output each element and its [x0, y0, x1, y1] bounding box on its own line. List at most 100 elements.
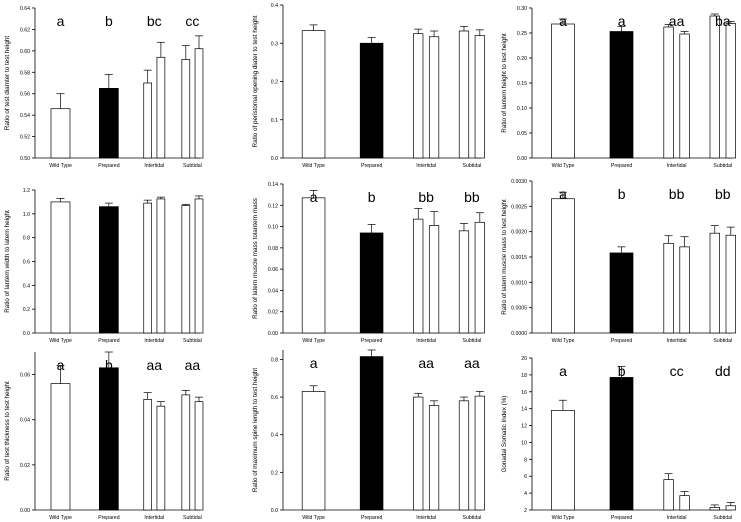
x-category-label: Wild Type [302, 515, 325, 521]
x-category-label: Wild Type [49, 163, 72, 169]
y-tick-label: 0.00 [517, 156, 527, 162]
y-tick-label: 0.0005 [511, 306, 527, 312]
bar-subtidal [181, 205, 191, 334]
y-tick-label: 0.54 [20, 113, 30, 119]
chart-panel-9: 2 4 6 8 10 12 14 16 18 20 Gonadal Somatic Index (%… [501, 356, 736, 521]
y-tick-label: 0.04 [268, 288, 278, 294]
y-tick-label: 0.50 [20, 156, 30, 162]
y-tick-label: 0.30 [517, 6, 527, 12]
chart-panel-6: 0.0000 0.0005 0.0010 0.0015 0.0020 0.0025 0.00… [501, 179, 736, 344]
y-tick-label: 0.58 [20, 70, 30, 76]
y-tick-label: 12 [521, 424, 527, 430]
y-tick-label: 0.02 [20, 463, 30, 469]
x-category-label: Wild Type [302, 338, 325, 344]
x-category-label: Prepared [611, 338, 632, 344]
significance-letter: cc [185, 13, 199, 29]
significance-letter: b [105, 13, 113, 29]
y-tick-label: 0.64 [20, 6, 30, 12]
bar-prepared [98, 88, 119, 159]
y-axis-label: Ratio of test diamter to test height [4, 36, 11, 130]
significance-letter: aa [464, 355, 480, 371]
bar-wild-type [301, 197, 326, 334]
x-category-label: Intertidal [144, 515, 164, 521]
bar-intertidal [143, 82, 153, 159]
x-category-label: Wild Type [49, 515, 72, 521]
bar-subtidal [725, 23, 736, 159]
bar-subtidal [709, 507, 720, 511]
x-category-label: Wild Type [552, 163, 575, 169]
bar-wild-type [50, 383, 71, 511]
significance-letter: bb [715, 186, 731, 202]
bar-intertidal [428, 405, 440, 511]
y-tick-label: 0.20 [517, 56, 527, 62]
y-tick-label: 0.60 [20, 49, 30, 55]
significance-letter: b [368, 189, 376, 205]
bar-subtidal [474, 35, 485, 159]
bar-subtidal [458, 400, 470, 511]
bar-subtidal [474, 395, 485, 511]
x-category-label: Subtidal [713, 515, 732, 521]
y-tick-label: 20 [521, 356, 527, 362]
x-category-label: Subtidal [183, 163, 202, 169]
x-category-label: Subtidal [713, 163, 732, 169]
x-category-label: Prepared [611, 163, 632, 169]
y-tick-label: 0.25 [517, 31, 527, 37]
significance-letter: a [310, 355, 318, 371]
x-category-label: Prepared [361, 515, 382, 521]
significance-letter: ba [715, 13, 731, 29]
bar-intertidal [663, 26, 674, 159]
bar-wild-type [301, 30, 326, 159]
bar-intertidal [663, 479, 674, 511]
y-tick-label: 0.0020 [511, 230, 527, 236]
bar-prepared [359, 42, 384, 159]
bar-subtidal [194, 198, 204, 334]
bar-subtidal [458, 30, 470, 159]
x-category-label: Wild Type [49, 338, 72, 344]
x-category-label: Intertidal [416, 338, 436, 344]
y-tick-label: 0.8 [271, 357, 278, 363]
bar-prepared [609, 252, 634, 334]
significance-letter: aa [418, 355, 434, 371]
y-tick-label: 6 [524, 474, 527, 480]
y-tick-label: 0.0 [271, 508, 278, 514]
significance-letter: a [559, 186, 567, 202]
y-tick-label: 0.8 [23, 236, 30, 242]
significance-letter: aa [147, 357, 163, 373]
bar-prepared [98, 206, 119, 334]
y-tick-label: 0.0010 [511, 280, 527, 286]
chart-panel-5: 0.00 0.02 0.04 0.06 0.08 0.10 0.12 0.14 Ratio of… [252, 182, 485, 344]
y-tick-label: 0.0030 [511, 179, 527, 185]
bar-intertidal [663, 242, 674, 334]
bar-subtidal [709, 232, 720, 334]
y-tick-label: 16 [521, 390, 527, 396]
y-tick-label: 0.4 [271, 3, 278, 9]
bar-intertidal [156, 405, 166, 511]
y-tick-label: 0.00 [268, 331, 278, 337]
bar-subtidal [725, 505, 736, 511]
y-tick-label: 0.4 [271, 433, 278, 439]
y-tick-label: 0.0015 [511, 255, 527, 261]
y-tick-label: 1.2 [23, 188, 30, 194]
x-category-label: Intertidal [667, 338, 687, 344]
significance-letter: b [618, 363, 626, 379]
y-tick-label: 0.06 [20, 373, 30, 379]
bar-intertidal [413, 218, 424, 334]
significance-letter: cc [670, 363, 684, 379]
y-tick-label: 0.2 [271, 80, 278, 86]
x-category-label: Prepared [611, 515, 632, 521]
chart-panel-7: 0.00 0.02 0.04 0.06 Ratio of test thickness … [4, 351, 204, 521]
y-tick-label: 0.02 [268, 310, 278, 316]
bar-intertidal [156, 56, 166, 159]
y-tick-label: 14 [521, 407, 527, 413]
significance-letter: a [57, 13, 65, 29]
bar-wild-type [50, 201, 71, 334]
y-tick-label: 0.3 [271, 41, 278, 47]
significance-letter: bc [147, 13, 162, 29]
y-tick-label: 4 [524, 491, 527, 497]
bar-intertidal [428, 225, 440, 334]
bar-subtidal [194, 401, 204, 511]
bar-intertidal [156, 198, 166, 334]
y-tick-label: 0.1 [271, 118, 278, 124]
significance-letter: a [618, 13, 626, 29]
chart-panel-2: 0.0 0.1 0.2 0.3 0.4 Ratio of peristomal openi… [252, 3, 485, 169]
